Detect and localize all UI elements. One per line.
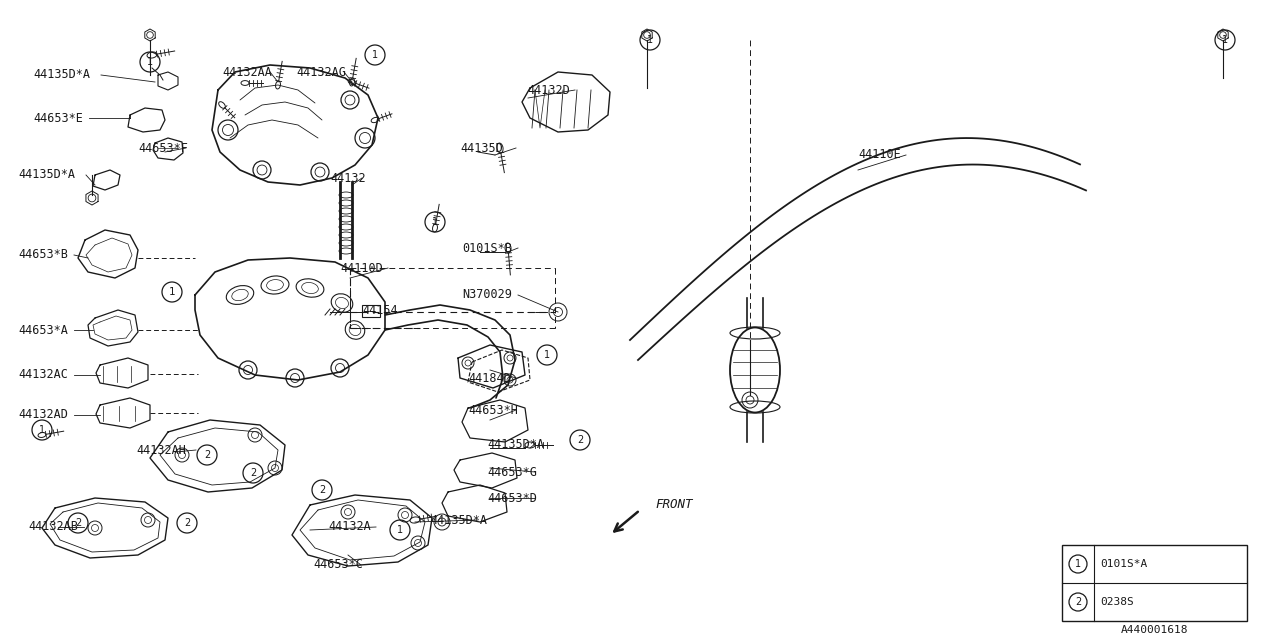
Text: 0238S: 0238S [1100,597,1134,607]
Text: 2: 2 [1075,597,1082,607]
Text: A440001618: A440001618 [1121,625,1189,635]
Text: 44653*A: 44653*A [18,323,68,337]
Text: 44135D*A: 44135D*A [33,68,90,81]
Text: 44132AC: 44132AC [18,369,68,381]
Text: 44653*E: 44653*E [33,111,83,125]
Text: 1: 1 [431,217,438,227]
Text: 44653*H: 44653*H [468,403,518,417]
Text: 44184D: 44184D [468,371,511,385]
Text: 44154: 44154 [362,303,398,317]
Text: 44110D: 44110D [340,262,383,275]
Text: 44132AD: 44132AD [18,408,68,422]
Text: 2: 2 [204,450,210,460]
Text: 44132D: 44132D [527,83,570,97]
Text: 1: 1 [397,525,403,535]
Text: 1: 1 [38,425,45,435]
Text: 1: 1 [1222,35,1228,45]
Text: 44135D: 44135D [460,141,503,154]
Text: 44132AG: 44132AG [296,65,346,79]
Text: FRONT: FRONT [655,499,692,511]
Text: 0101S*A: 0101S*A [1100,559,1147,569]
Text: 44653*F: 44653*F [138,141,188,154]
Text: 44135D*A: 44135D*A [486,438,544,451]
Text: 44132AA: 44132AA [221,65,271,79]
Text: 44653*G: 44653*G [486,465,536,479]
Text: 2: 2 [184,518,191,528]
Bar [1062,545,1247,621]
Text: 44653*C: 44653*C [314,559,362,572]
Text: 2: 2 [250,468,256,478]
Text: 44135D*A: 44135D*A [430,513,486,527]
Text: N370029: N370029 [462,289,512,301]
Text: 44653*B: 44653*B [18,248,68,262]
Text: 2: 2 [74,518,81,528]
Text: 2: 2 [577,435,584,445]
Text: 1: 1 [1075,559,1082,569]
Text: 44653*D: 44653*D [486,492,536,504]
Text: 44132AB: 44132AB [28,520,78,534]
Text: 1: 1 [646,35,653,45]
Text: 44132: 44132 [330,172,366,184]
Bar [362,305,380,317]
Text: 44132AH: 44132AH [136,444,186,456]
Text: 1: 1 [372,50,378,60]
Text: 44135D*A: 44135D*A [18,168,76,182]
Text: 0101S*B: 0101S*B [462,241,512,255]
Text: 44132A: 44132A [328,520,371,534]
Text: 1: 1 [544,350,550,360]
Text: 1: 1 [147,57,154,67]
Text: 44110E: 44110E [858,148,901,161]
Text: 1: 1 [169,287,175,297]
Text: 2: 2 [319,485,325,495]
